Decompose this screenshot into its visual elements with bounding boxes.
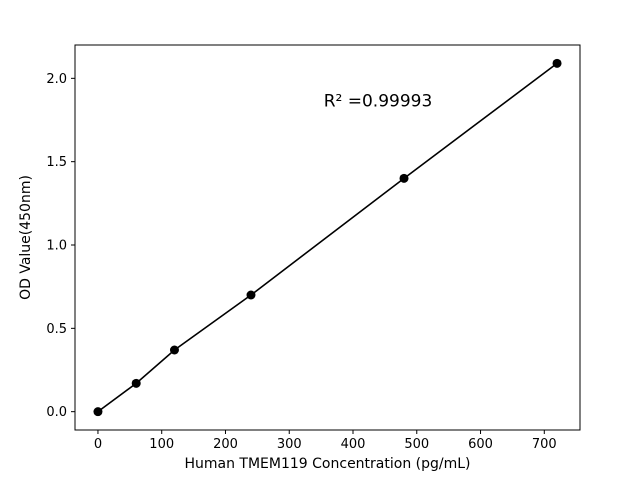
x-tick-label: 700 [532,437,557,452]
data-point-marker [93,407,103,417]
x-tick-label: 500 [404,437,429,452]
y-axis-label: OD Value(450nm) [18,175,34,300]
data-point-marker [399,173,409,183]
data-point-marker [552,58,562,68]
y-tick-label: 2.0 [46,72,67,87]
y-tick-label: 0.5 [46,322,67,337]
y-tick-label: 1.0 [46,239,67,254]
data-point-marker [131,378,141,388]
x-tick-label: 100 [149,437,174,452]
x-tick-label: 300 [277,437,302,452]
data-line [97,62,558,413]
y-tick-label: 1.5 [46,155,67,170]
x-tick-label: 200 [213,437,238,452]
x-tick-label: 600 [468,437,493,452]
data-points [93,58,562,417]
y-tick-label: 0.0 [46,405,67,420]
data-point-marker [246,290,256,300]
y-axis: 0.0 0.5 1.0 1.5 2.0 [46,72,75,420]
r-squared-annotation: R² =0.99993 [324,92,433,112]
x-tick-label: 400 [341,437,366,452]
x-axis-label: Human TMEM119 Concentration (pg/mL) [184,456,470,472]
x-tick-label: 0 [94,437,102,452]
x-axis: 0 100 200 300 400 500 600 700 [94,430,557,452]
data-point-marker [169,345,179,355]
